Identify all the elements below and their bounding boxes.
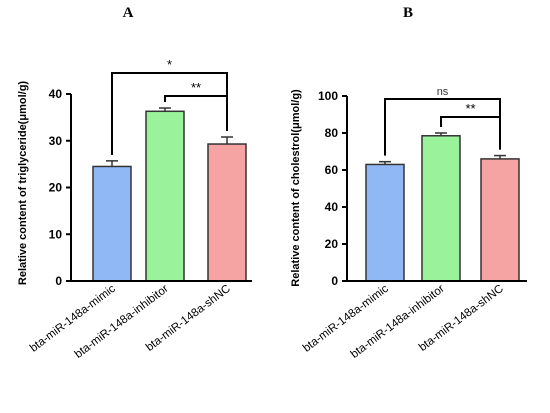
significance-bracket-b-1 xyxy=(440,116,501,150)
bar-b-1 xyxy=(421,135,461,282)
y-tick-label-b: 60 xyxy=(325,163,339,177)
y-tick-label-b: 0 xyxy=(331,274,338,288)
significance-bracket-a-1 xyxy=(164,95,228,132)
bar-b-2 xyxy=(480,158,520,282)
bar-a-1 xyxy=(145,110,185,282)
x-category-label-a-0: bta-miR-148a-mimic xyxy=(28,283,118,355)
panel-label-b: B xyxy=(403,5,413,21)
y-tick-label-a: 20 xyxy=(49,181,63,195)
y-tick-label-a: 40 xyxy=(49,87,63,101)
y-tick-label-b: 20 xyxy=(325,237,339,251)
y-axis-a: 0 10 20 30 40 xyxy=(49,87,72,288)
y-tick-label-a: 30 xyxy=(49,134,63,148)
y-tick-label-a: 0 xyxy=(55,274,62,288)
bar-a-2 xyxy=(207,143,247,282)
y-axis-label-b: Relative content of cholestrol(μmol/g) xyxy=(290,89,302,287)
panel-b-cholesterol: B Relative content of cholestrol(μmol/g)… xyxy=(290,5,527,361)
y-tick-label-b: 100 xyxy=(318,89,338,103)
y-axis-b: 0 20 40 60 80 100 xyxy=(318,89,348,288)
y-tick-label-a: 10 xyxy=(49,227,63,241)
bars-a xyxy=(92,107,247,282)
significance-label-a-1: ** xyxy=(191,80,201,95)
x-category-label-b-1: bta-miR-148a-inhibitor xyxy=(349,283,447,361)
significance-b: ns ** xyxy=(384,86,501,156)
significance-a: *** xyxy=(111,57,228,155)
significance-label-b-1: ** xyxy=(465,101,475,116)
significance-label-a-0: * xyxy=(167,57,172,72)
x-axis-a: bta-miR-148a-mimicbta-miR-148a-inhibitor… xyxy=(28,280,252,361)
y-tick-label-b: 40 xyxy=(325,200,339,214)
bar-a-0 xyxy=(92,165,132,282)
bar-b-0 xyxy=(365,163,405,282)
y-axis-label-a: Relative content of triglyceride(μmol/g) xyxy=(17,81,29,285)
panel-label-a: A xyxy=(123,5,134,21)
significance-label-b-0: ns xyxy=(437,86,449,98)
bars-b xyxy=(365,132,520,282)
x-axis-b: bta-miR-148a-mimicbta-miR-148a-inhibitor… xyxy=(301,280,527,361)
y-tick-label-b: 80 xyxy=(325,126,339,140)
panel-a-triglyceride: A Relative content of triglyceride(μmol/… xyxy=(17,5,252,361)
